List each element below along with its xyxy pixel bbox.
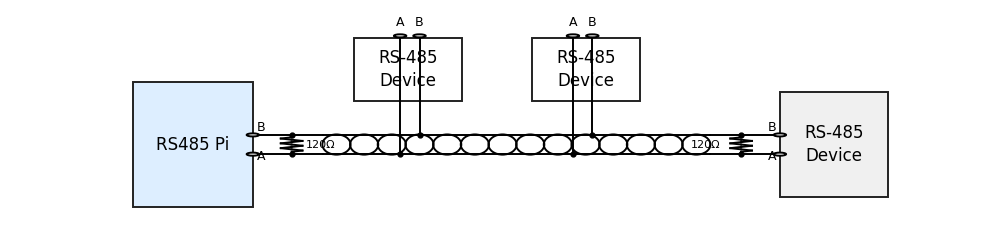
FancyBboxPatch shape: [780, 92, 888, 198]
FancyBboxPatch shape: [133, 82, 253, 207]
Text: A: A: [569, 16, 577, 30]
Text: RS-485
Device: RS-485 Device: [378, 49, 438, 90]
Text: 120Ω: 120Ω: [691, 140, 720, 149]
Circle shape: [247, 152, 259, 156]
Text: B: B: [588, 16, 597, 30]
FancyBboxPatch shape: [354, 38, 462, 101]
Circle shape: [394, 34, 406, 37]
Circle shape: [774, 133, 786, 136]
Text: B: B: [767, 121, 776, 134]
Text: A: A: [768, 150, 776, 163]
Circle shape: [247, 133, 259, 136]
Circle shape: [413, 34, 426, 37]
Circle shape: [567, 34, 579, 37]
FancyBboxPatch shape: [532, 38, 640, 101]
Text: 120Ω: 120Ω: [306, 140, 335, 149]
Circle shape: [774, 152, 786, 156]
Text: B: B: [415, 16, 424, 30]
Text: A: A: [257, 150, 265, 163]
Circle shape: [586, 34, 599, 37]
Text: RS-485
Device: RS-485 Device: [556, 49, 616, 90]
Text: RS-485
Device: RS-485 Device: [804, 124, 864, 165]
Text: A: A: [396, 16, 404, 30]
Text: RS485 Pi: RS485 Pi: [156, 136, 229, 154]
Text: B: B: [257, 121, 265, 134]
